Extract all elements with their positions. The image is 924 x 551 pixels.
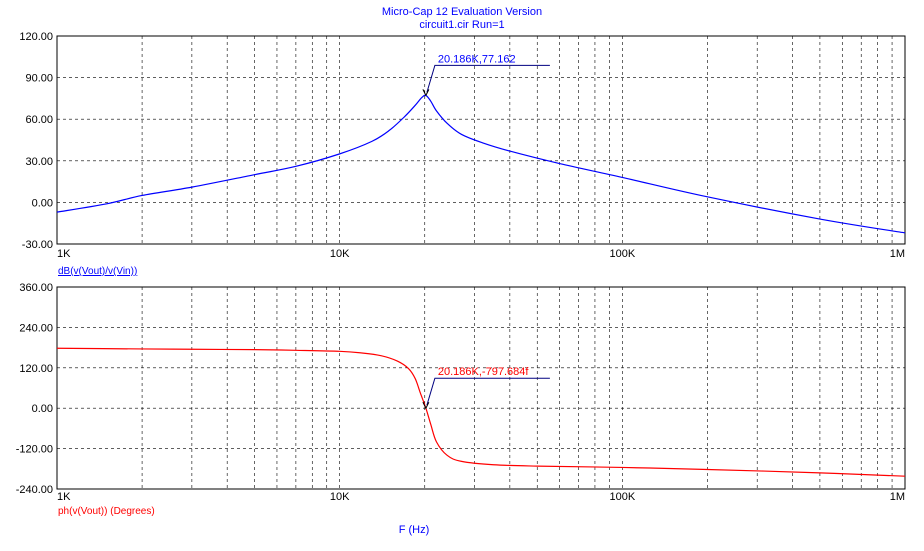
y-tick-label: -120.00	[16, 444, 53, 456]
x-axis-label: F (Hz)	[399, 524, 430, 536]
y-tick-label: -240.00	[16, 484, 53, 496]
x-tick-label: 1K	[57, 248, 71, 260]
phase-plot: ph(v(Vout)) (Degrees) F (Hz) 360.00 240.0…	[16, 282, 906, 536]
x-tick-label: 1M	[890, 248, 905, 260]
x-tick-label: 10K	[330, 491, 350, 503]
y-tick-label: 360.00	[19, 282, 53, 294]
y-tick-label: 120.00	[19, 31, 53, 43]
window-title: Micro-Cap 12 Evaluation Version	[382, 6, 542, 18]
y-tick-label: 120.00	[19, 363, 53, 375]
y-tick-label: 60.00	[25, 114, 53, 126]
x-tick-label: 100K	[609, 491, 635, 503]
magnitude-plot: dB(v(Vout)/v(Vin)) 120.00 90.00 60.00 30.00…	[19, 31, 906, 277]
phase-trace-label[interactable]: ph(v(Vout)) (Degrees)	[58, 506, 155, 517]
data-series-line	[56, 94, 906, 234]
annotation-marker	[422, 89, 430, 97]
circuit-run-subtitle: circuit1.cir Run=1	[419, 19, 504, 31]
annotation-leader-line	[426, 64, 550, 93]
x-tick-label: 1M	[890, 491, 905, 503]
y-tick-label: 0.00	[32, 197, 53, 209]
plot-frame	[56, 35, 906, 245]
y-tick-label: -30.00	[22, 239, 53, 251]
y-tick-label: 90.00	[25, 73, 53, 85]
y-tick-label: 30.00	[25, 156, 53, 168]
y-tick-label: 0.00	[32, 403, 53, 415]
magnitude-trace-label[interactable]: dB(v(Vout)/v(Vin))	[58, 266, 137, 277]
annotation-label: 20.186K,-797.684f	[438, 366, 529, 378]
annotation-label: 20.186K,77.162	[438, 53, 516, 65]
y-tick-label: 240.00	[19, 322, 53, 334]
x-tick-label: 1K	[57, 491, 71, 503]
annotation-marker	[422, 401, 430, 410]
x-tick-label: 100K	[609, 248, 635, 260]
annotation-leader-line	[426, 377, 550, 406]
plot-frame	[56, 286, 906, 490]
data-series-line	[56, 347, 906, 477]
x-tick-label: 10K	[330, 248, 350, 260]
